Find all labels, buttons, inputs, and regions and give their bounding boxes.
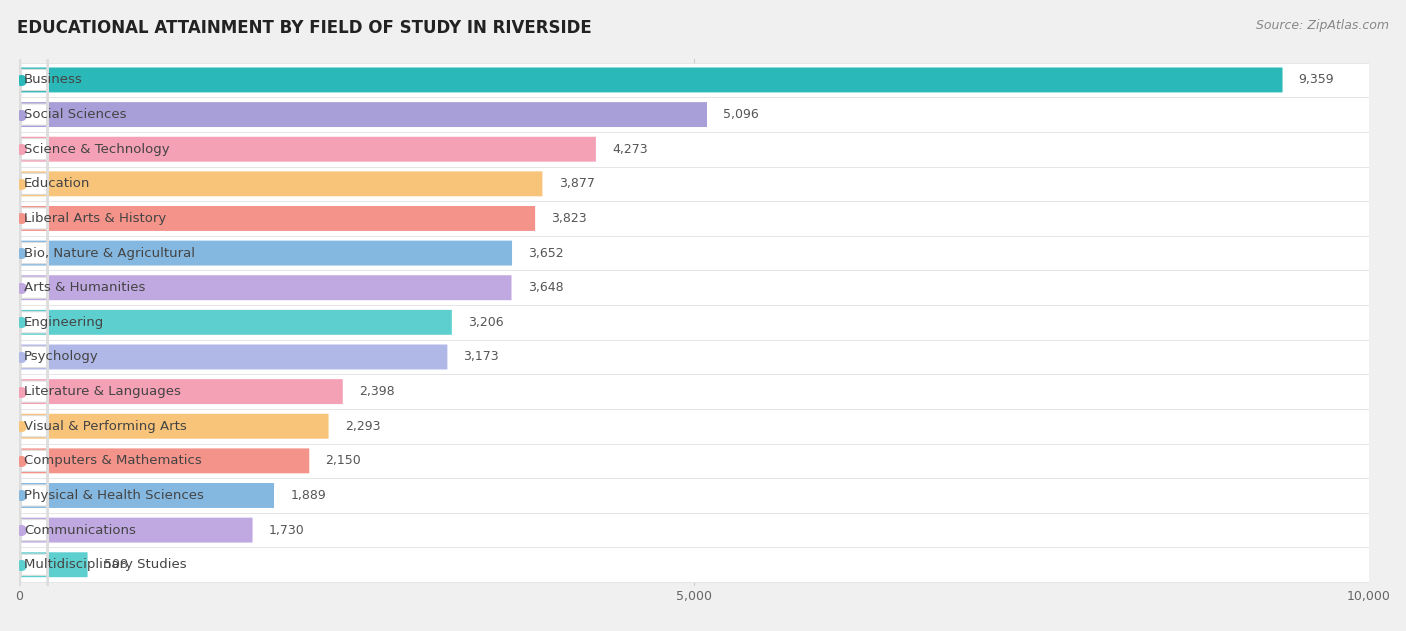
FancyBboxPatch shape [20,132,1369,167]
Text: 3,206: 3,206 [468,316,503,329]
FancyBboxPatch shape [20,90,48,631]
FancyBboxPatch shape [20,0,48,623]
FancyBboxPatch shape [20,0,48,631]
FancyBboxPatch shape [20,102,707,127]
Text: 3,648: 3,648 [527,281,564,294]
Text: Social Sciences: Social Sciences [24,108,127,121]
Text: 2,398: 2,398 [359,385,395,398]
Text: 9,359: 9,359 [1299,73,1334,86]
FancyBboxPatch shape [20,201,1369,236]
FancyBboxPatch shape [20,0,48,554]
FancyBboxPatch shape [20,305,1369,339]
Text: 4,273: 4,273 [612,143,648,156]
FancyBboxPatch shape [20,517,253,543]
Text: Multidisciplinary Studies: Multidisciplinary Studies [24,558,187,571]
Text: 2,293: 2,293 [344,420,380,433]
Text: Psychology: Psychology [24,350,98,363]
FancyBboxPatch shape [20,552,87,577]
FancyBboxPatch shape [20,0,48,519]
Text: Bio, Nature & Agricultural: Bio, Nature & Agricultural [24,247,195,259]
Text: Engineering: Engineering [24,316,104,329]
FancyBboxPatch shape [20,0,48,631]
Text: Physical & Health Sciences: Physical & Health Sciences [24,489,204,502]
Text: 1,730: 1,730 [269,524,305,536]
FancyBboxPatch shape [20,444,1369,478]
Text: Visual & Performing Arts: Visual & Performing Arts [24,420,187,433]
FancyBboxPatch shape [20,0,48,485]
FancyBboxPatch shape [20,483,274,508]
Text: 3,877: 3,877 [558,177,595,191]
Text: 3,823: 3,823 [551,212,586,225]
FancyBboxPatch shape [20,310,451,335]
Text: Science & Technology: Science & Technology [24,143,170,156]
Text: Computers & Mathematics: Computers & Mathematics [24,454,201,468]
FancyBboxPatch shape [20,271,1369,305]
FancyBboxPatch shape [20,339,1369,374]
FancyBboxPatch shape [20,374,1369,409]
Text: EDUCATIONAL ATTAINMENT BY FIELD OF STUDY IN RIVERSIDE: EDUCATIONAL ATTAINMENT BY FIELD OF STUDY… [17,19,592,37]
Text: Business: Business [24,73,83,86]
FancyBboxPatch shape [20,0,48,631]
Text: 5,096: 5,096 [723,108,759,121]
FancyBboxPatch shape [20,68,1282,92]
FancyBboxPatch shape [20,206,536,231]
FancyBboxPatch shape [20,0,48,589]
Text: Liberal Arts & History: Liberal Arts & History [24,212,166,225]
FancyBboxPatch shape [20,409,1369,444]
Text: 3,173: 3,173 [464,350,499,363]
FancyBboxPatch shape [20,137,596,162]
FancyBboxPatch shape [20,240,512,266]
FancyBboxPatch shape [20,172,543,196]
FancyBboxPatch shape [20,125,48,631]
Text: 508: 508 [104,558,128,571]
FancyBboxPatch shape [20,414,329,439]
FancyBboxPatch shape [20,62,1369,97]
FancyBboxPatch shape [20,21,48,631]
Text: 3,652: 3,652 [529,247,564,259]
Text: Literature & Languages: Literature & Languages [24,385,181,398]
FancyBboxPatch shape [20,167,1369,201]
FancyBboxPatch shape [20,379,343,404]
Text: Source: ZipAtlas.com: Source: ZipAtlas.com [1256,19,1389,32]
FancyBboxPatch shape [20,275,512,300]
FancyBboxPatch shape [20,56,48,631]
Text: Education: Education [24,177,90,191]
FancyBboxPatch shape [20,548,1369,582]
FancyBboxPatch shape [20,478,1369,513]
Text: Arts & Humanities: Arts & Humanities [24,281,145,294]
FancyBboxPatch shape [20,0,48,631]
Text: 2,150: 2,150 [325,454,361,468]
FancyBboxPatch shape [20,345,447,369]
FancyBboxPatch shape [20,0,48,631]
FancyBboxPatch shape [20,236,1369,271]
FancyBboxPatch shape [20,97,1369,132]
Text: Communications: Communications [24,524,136,536]
FancyBboxPatch shape [20,449,309,473]
FancyBboxPatch shape [20,513,1369,548]
Text: 1,889: 1,889 [290,489,326,502]
FancyBboxPatch shape [20,160,48,631]
